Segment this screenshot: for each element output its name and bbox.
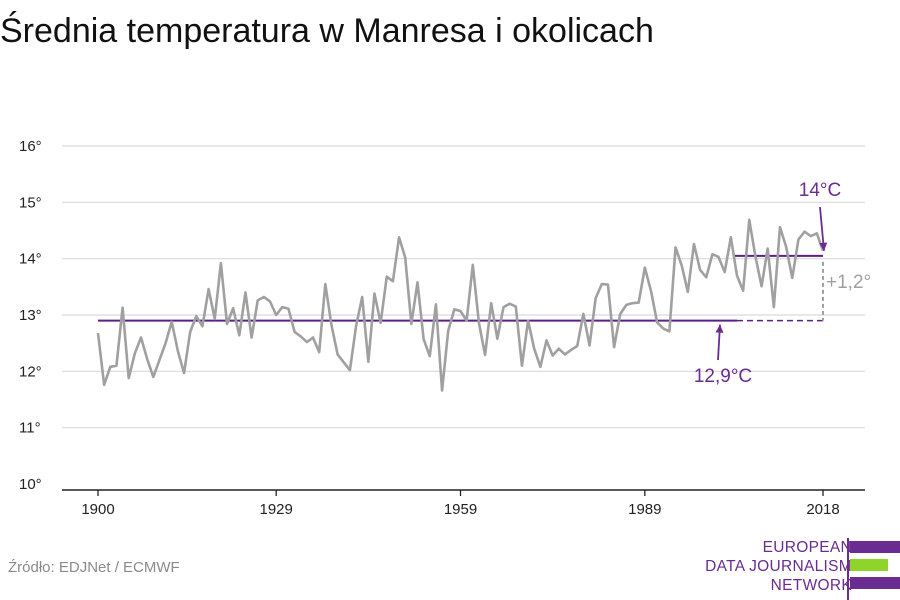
y-tick-label: 14°	[19, 251, 42, 268]
y-tick-label: 10°	[19, 476, 42, 493]
logo-line-1: EUROPEAN	[762, 539, 852, 556]
logo-bar-green	[850, 559, 888, 571]
recent-arrow-head	[819, 242, 828, 251]
chart-title: Średnia temperatura w Manresa i okolicac…	[0, 12, 654, 50]
source-note: Źródło: EDJNet / ECMWF	[8, 559, 180, 576]
x-axis: 1900 1929 1959 1989 2018	[62, 489, 865, 518]
series-group	[96, 218, 825, 392]
x-tick-label: 2018	[806, 501, 839, 518]
baseline-arrow-head	[715, 324, 724, 333]
delta-label: +1,2°	[826, 272, 871, 293]
logo-divider	[847, 538, 849, 600]
y-tick-label: 16°	[19, 138, 42, 155]
logo-line-2: DATA JOURNALISM	[705, 558, 852, 575]
edjnet-logo: EUROPEAN DATA JOURNALISM NETWORK	[690, 536, 900, 600]
x-tick-label: 1959	[444, 501, 477, 518]
recent-average-label: 14°C	[799, 180, 841, 201]
x-tick-label: 1989	[628, 501, 661, 518]
annotation-labels: 14°C 12,9°C +1,2°	[694, 180, 871, 387]
y-tick-label: 12°	[19, 363, 42, 380]
logo-bar-purple-bottom	[850, 577, 900, 589]
logo-bar-purple-top	[850, 541, 900, 553]
x-tick-label: 1900	[81, 501, 114, 518]
baseline-average-label: 12,9°C	[694, 366, 752, 387]
temperature-series-line	[96, 218, 825, 392]
logo-line-3: NETWORK	[770, 577, 852, 594]
x-tick-label: 1929	[259, 501, 292, 518]
y-tick-label: 15°	[19, 194, 42, 211]
y-tick-label: 11°	[19, 420, 41, 437]
y-axis-tick-labels: 10° 11° 12° 13° 14° 15° 16°	[19, 138, 42, 493]
y-tick-label: 13°	[19, 307, 42, 324]
